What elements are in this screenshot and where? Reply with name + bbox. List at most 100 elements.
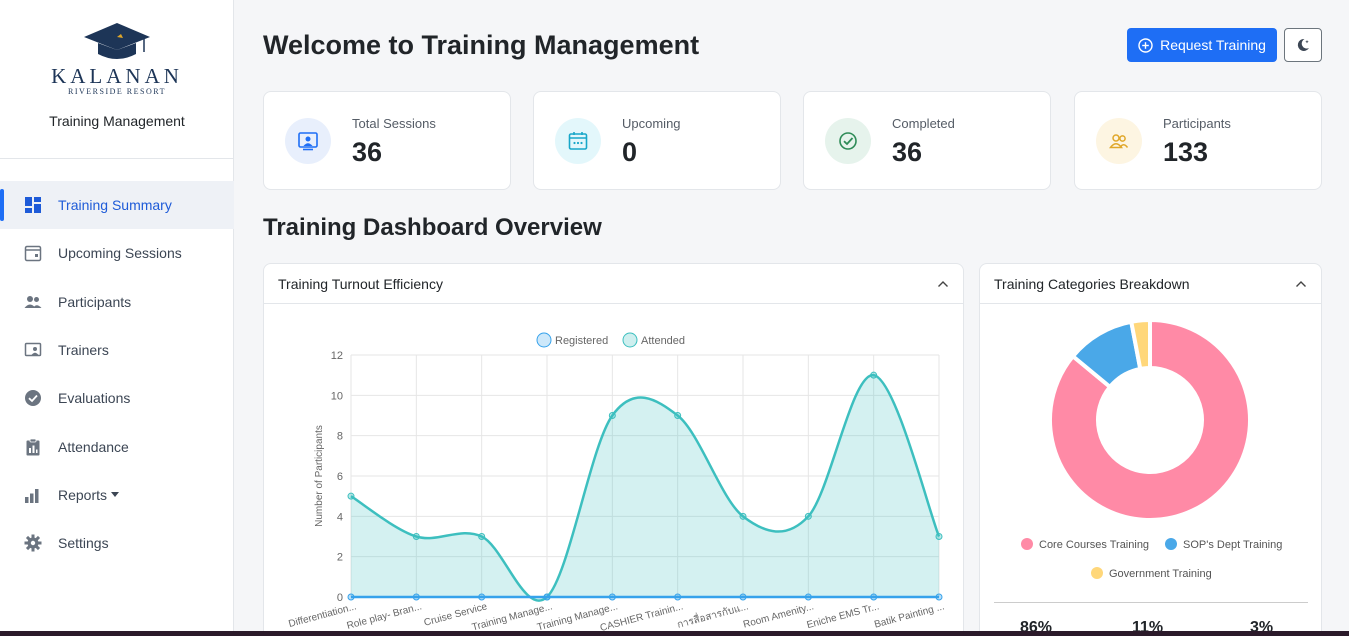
sidebar-item-evaluations[interactable]: Evaluations: [0, 374, 234, 422]
resort-logo: KALANAN RIVERSIDE RESORT: [44, 20, 190, 100]
logo-wordmark: KALANAN: [51, 64, 183, 88]
users-icon: [24, 293, 42, 311]
attended-point: [347, 492, 355, 500]
y-tick-label: 6: [337, 471, 343, 483]
sidebar-nav: Training Summary Upcoming Sessions Parti…: [0, 181, 234, 567]
legend-label: SOP's Dept Training: [1183, 539, 1282, 551]
page-title: Welcome to Training Management: [263, 30, 700, 60]
registered-point: [412, 593, 420, 601]
gear-icon: [24, 534, 42, 552]
check-circle-icon: [825, 118, 871, 164]
attended-point: [674, 412, 682, 419]
categories-donut-chart: Core Courses Training SOP's Dept Training…: [1021, 317, 1282, 580]
x-tick-label: Role play- Bran...: [346, 601, 423, 632]
registered-point: [804, 593, 812, 601]
bar-chart-icon: [24, 486, 42, 504]
sidebar-item-label: Reports: [58, 486, 108, 503]
moon-stars-icon: [1297, 38, 1309, 51]
x-tick-label: การสื่อสารกับแ...: [675, 598, 750, 631]
chevron-up-icon[interactable]: [937, 278, 949, 290]
users-icon: [1096, 118, 1142, 164]
y-tick-label: 10: [331, 390, 343, 402]
calendar-icon: [555, 118, 601, 164]
attended-area: [351, 375, 939, 601]
sidebar-item-settings[interactable]: Settings: [0, 519, 234, 567]
stat-card-upcoming: Upcoming 0: [533, 91, 781, 190]
registered-point: [674, 593, 682, 601]
registered-point: [935, 593, 943, 601]
sidebar-item-label: Attendance: [58, 438, 129, 455]
trainer-icon: [24, 341, 42, 359]
registered-point: [478, 593, 486, 601]
stat-value: 133: [1163, 137, 1209, 167]
request-training-button[interactable]: Request Training: [1127, 28, 1277, 62]
sidebar-item-upcoming-sessions[interactable]: Upcoming Sessions: [0, 229, 234, 277]
clipboard-icon: [24, 438, 42, 456]
categories-panel: Training Categories Breakdown Core Cours…: [979, 263, 1322, 636]
registered-point: [543, 593, 551, 601]
logo-subtitle: RIVERSIDE RESORT: [68, 87, 166, 96]
attended-point: [804, 512, 812, 520]
sidebar-item-participants[interactable]: Participants: [0, 278, 234, 326]
y-tick-label: 2: [337, 552, 343, 564]
panel-title: Training Turnout Efficiency: [278, 275, 443, 292]
categories-panel-header[interactable]: Training Categories Breakdown: [980, 264, 1321, 304]
request-training-label: Request Training: [1160, 37, 1266, 53]
stat-card-participants: Participants 133: [1074, 91, 1322, 190]
legend-label: Attended: [641, 335, 685, 347]
chevron-up-icon[interactable]: [1295, 278, 1307, 290]
registered-point: [608, 593, 616, 601]
plus-circle-icon: [1138, 37, 1153, 53]
chevron-down-icon: [111, 492, 120, 498]
stat-label: Participants: [1163, 116, 1231, 131]
attended-point: [608, 412, 616, 419]
graduation-cap-icon: [84, 23, 150, 59]
legend-label: Core Courses Training: [1039, 539, 1149, 551]
x-tick-label: Room Amenity...: [742, 601, 815, 630]
sidebar-divider: [0, 158, 234, 159]
attended-point: [935, 533, 943, 540]
attended-point: [739, 512, 747, 520]
stat-card-completed: Completed 36: [803, 91, 1051, 190]
x-tick-label: Eniche EMS Tr...: [806, 601, 881, 631]
y-tick-label: 8: [337, 431, 343, 443]
attended-line: [350, 373, 941, 602]
sidebar-item-attendance[interactable]: Attendance: [0, 422, 234, 470]
sidebar-item-label: Upcoming Sessions: [58, 245, 182, 262]
sidebar-item-training-summary[interactable]: Training Summary: [0, 181, 234, 230]
sidebar-item-reports[interactable]: Reports: [0, 471, 234, 519]
attended-point: [870, 371, 878, 379]
sidebar-item-trainers[interactable]: Trainers: [0, 326, 234, 374]
stat-card-total-sessions: Total Sessions 36: [263, 91, 511, 190]
y-tick-label: 12: [331, 350, 343, 362]
sidebar-item-label: Training Summary: [58, 197, 172, 214]
legend-swatch: [1165, 538, 1177, 550]
stat-value: 36: [352, 137, 383, 167]
sidebar-item-label: Participants: [58, 293, 132, 310]
panel-title: Training Categories Breakdown: [994, 275, 1190, 292]
taskbar-edge: [0, 631, 1349, 636]
y-tick-label: 0: [337, 592, 343, 604]
turnout-panel: Training Turnout Efficiency 0 2 4 6 8 10 12 Num…: [263, 263, 964, 636]
section-title: Training Dashboard Overview: [263, 214, 602, 241]
legend-swatch: [622, 332, 638, 348]
app-name: Training Management: [49, 113, 185, 129]
sidebar: KALANAN RIVERSIDE RESORT Training Manage…: [0, 0, 234, 636]
check-circle-icon: [24, 389, 42, 407]
calendar-icon: [24, 244, 42, 262]
legend-label: Government Training: [1109, 568, 1212, 580]
legend-swatch: [536, 332, 552, 348]
donut-slice: [1128, 317, 1152, 372]
turnout-panel-header[interactable]: Training Turnout Efficiency: [264, 264, 963, 304]
legend-swatch: [1091, 567, 1103, 579]
percent-divider: [994, 602, 1308, 603]
sidebar-item-label: Evaluations: [58, 390, 131, 407]
stat-value: 36: [892, 137, 923, 167]
registered-point: [347, 593, 355, 601]
theme-toggle-button[interactable]: [1284, 28, 1322, 62]
sidebar-item-label: Settings: [58, 535, 109, 552]
stat-label: Total Sessions: [352, 116, 436, 131]
y-axis-label: Number of Participants: [314, 425, 325, 527]
x-tick-label: Batik Painting ...: [873, 601, 946, 630]
y-tick-label: 4: [337, 511, 343, 523]
